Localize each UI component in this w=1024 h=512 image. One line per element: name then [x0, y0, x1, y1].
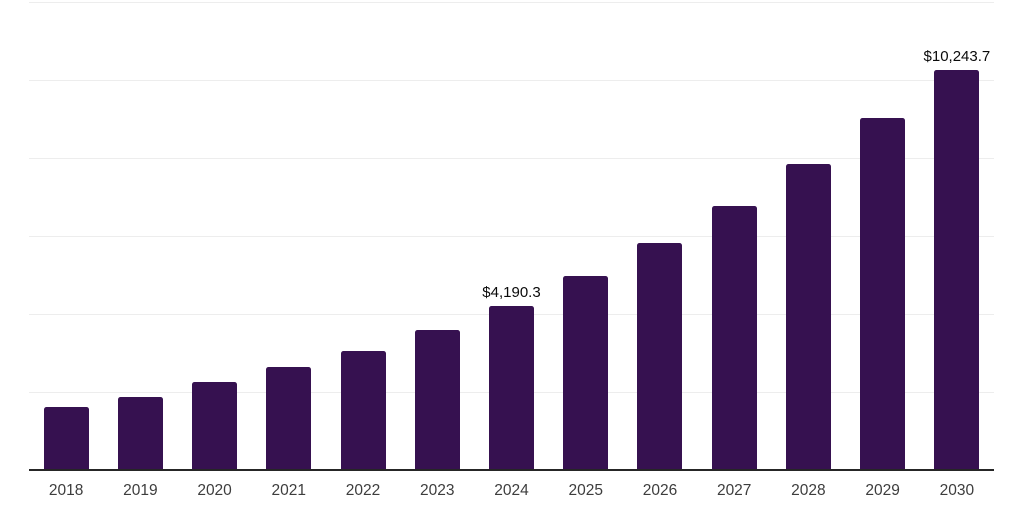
x-tick-label-2030: 2030: [939, 482, 975, 499]
bar-2026: [637, 243, 683, 469]
x-tick-label-2019: 2019: [123, 482, 158, 499]
x-tick-label-2023: 2023: [420, 482, 455, 499]
bar-2019: [117, 397, 163, 469]
bar-2020: [192, 382, 238, 469]
bar-2022: [340, 350, 386, 469]
bar-2030: [934, 69, 980, 469]
bar-2024: [489, 305, 534, 469]
bar-2023: [414, 329, 460, 469]
x-tick-label-2022: 2022: [345, 482, 381, 499]
x-tick-label-2029: 2029: [865, 482, 900, 499]
bar-2018: [43, 406, 89, 469]
x-tick-label-2028: 2028: [791, 482, 826, 499]
gridline-8000: [29, 158, 994, 159]
x-axis-line: [29, 469, 994, 471]
x-tick-label-2027: 2027: [716, 482, 752, 499]
x-tick-label-2018: 2018: [48, 482, 84, 499]
gridline-10000: [29, 80, 994, 81]
x-tick-label-2020: 2020: [197, 482, 232, 499]
gridline-6000: [29, 236, 994, 237]
x-tick-label-2024: 2024: [494, 482, 529, 499]
bar-2027: [711, 205, 757, 469]
bar-value-label-2030: $10,243.7: [923, 47, 991, 65]
x-tick-label-2025: 2025: [568, 482, 603, 499]
bar-2028: [785, 164, 831, 469]
x-tick-label-2021: 2021: [271, 482, 307, 499]
bar-value-label-2024: $4,190.3: [482, 283, 541, 301]
gridline-12000: [29, 2, 994, 3]
bar-2025: [563, 275, 609, 469]
bar-2029: [860, 118, 906, 469]
bar-2021: [266, 367, 312, 469]
plot-area: $4,190.3 $10,243.7: [29, 2, 994, 471]
x-tick-label-2026: 2026: [642, 482, 678, 499]
